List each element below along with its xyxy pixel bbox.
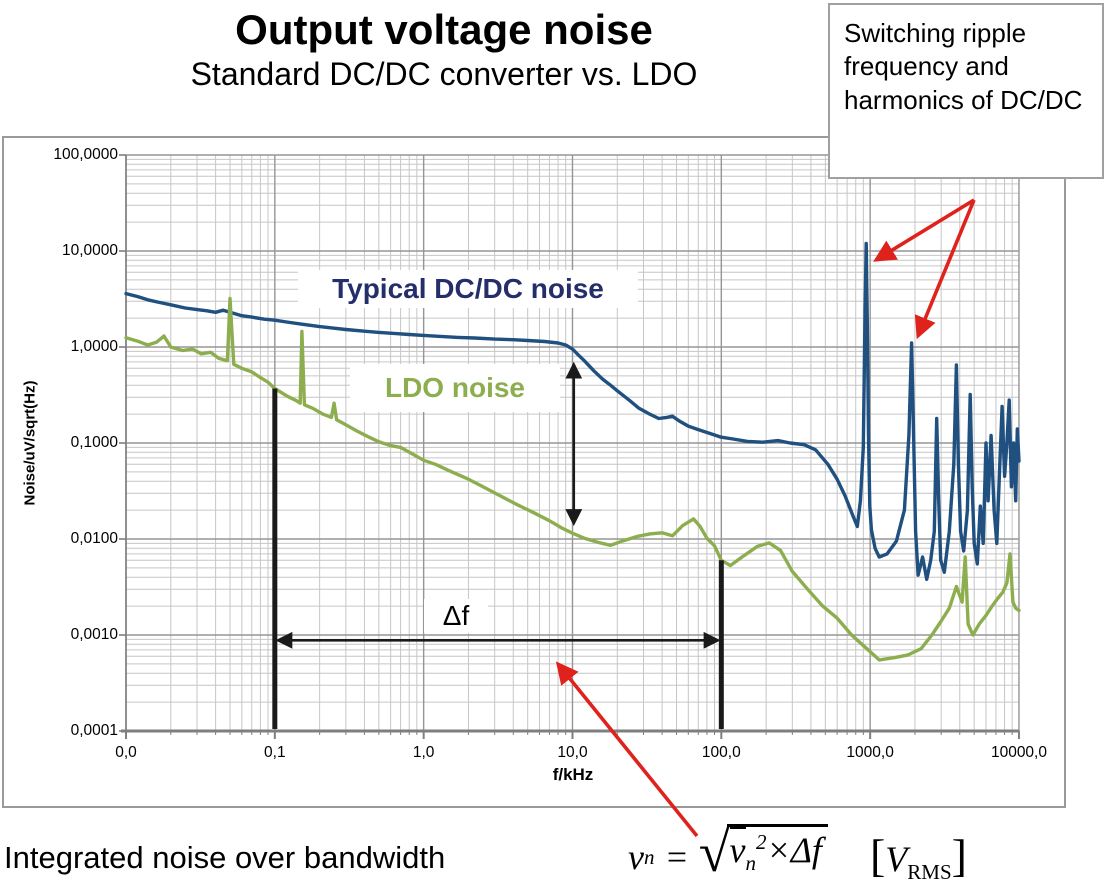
switching-ripple-callout: Switching ripple frequency and harmonics… [828, 3, 1104, 179]
axes-and-ticks [119, 154, 1020, 739]
y-tick-label: 0,1000 [70, 434, 118, 451]
y-tick-label: 1,0000 [70, 338, 118, 355]
ldo-noise-curve-label: LDO noise [350, 364, 560, 412]
red-pointer-arrow [914, 199, 976, 340]
formula-rad-sub: n [745, 851, 757, 876]
formula-var: v [628, 837, 644, 878]
bracket-left: [ [869, 830, 886, 881]
dcdc-noise-curve-label: Typical DC/DC noise [298, 270, 638, 308]
x-tick-label: 100,0 [701, 744, 741, 761]
x-tick-label: 10000,0 [990, 744, 1047, 761]
x-tick-label: 0,0 [115, 744, 137, 761]
sqrt-radicand: vn2×Δf [726, 824, 828, 876]
formula-times-df: ×Δf [766, 830, 822, 870]
integrated-noise-note: Integrated noise over bandwidth [4, 840, 446, 875]
red-pointer-arrow [873, 198, 975, 262]
formula-unit: [VRMS] [870, 829, 967, 885]
formula-equals: = [664, 837, 689, 878]
y-tick-label: 100,0000 [53, 146, 118, 163]
y-tick-label: 0,0100 [70, 530, 118, 547]
unit-v: V [885, 839, 908, 879]
red-pointer-arrow [555, 661, 699, 838]
y-tick-label: 0,0001 [70, 722, 118, 739]
y-tick-label: 10,0000 [61, 242, 118, 259]
delta-f-label: Δf [424, 599, 488, 633]
formula-vbar: v [729, 827, 746, 870]
y-tick-label: 0,0010 [70, 626, 118, 643]
page-subtitle: Standard DC/DC converter vs. LDO [190, 56, 698, 92]
formula-var-sub: n [643, 844, 655, 869]
x-axis-title: f/kHz [552, 765, 594, 784]
x-tick-label: 1,0 [412, 744, 435, 761]
switching-ripple-callout-text: Switching ripple frequency and harmonics… [844, 18, 1083, 115]
x-tick-label: 1000,0 [846, 744, 894, 761]
formula-rad-sup: 2 [756, 830, 767, 854]
page-title: Output voltage noise [235, 6, 653, 53]
data-curves [124, 241, 1021, 662]
x-tick-label: 10,0 [557, 744, 588, 761]
x-tick-label: 0,1 [264, 744, 286, 761]
unit-sub-rms: RMS [907, 860, 952, 885]
bracket-right: ] [951, 830, 967, 881]
ldo-noise-curve [124, 296, 1021, 662]
sqrt-radical: √ [698, 822, 730, 885]
annotation-arrows [272, 198, 976, 838]
dcdc-noise-curve [124, 241, 1021, 581]
